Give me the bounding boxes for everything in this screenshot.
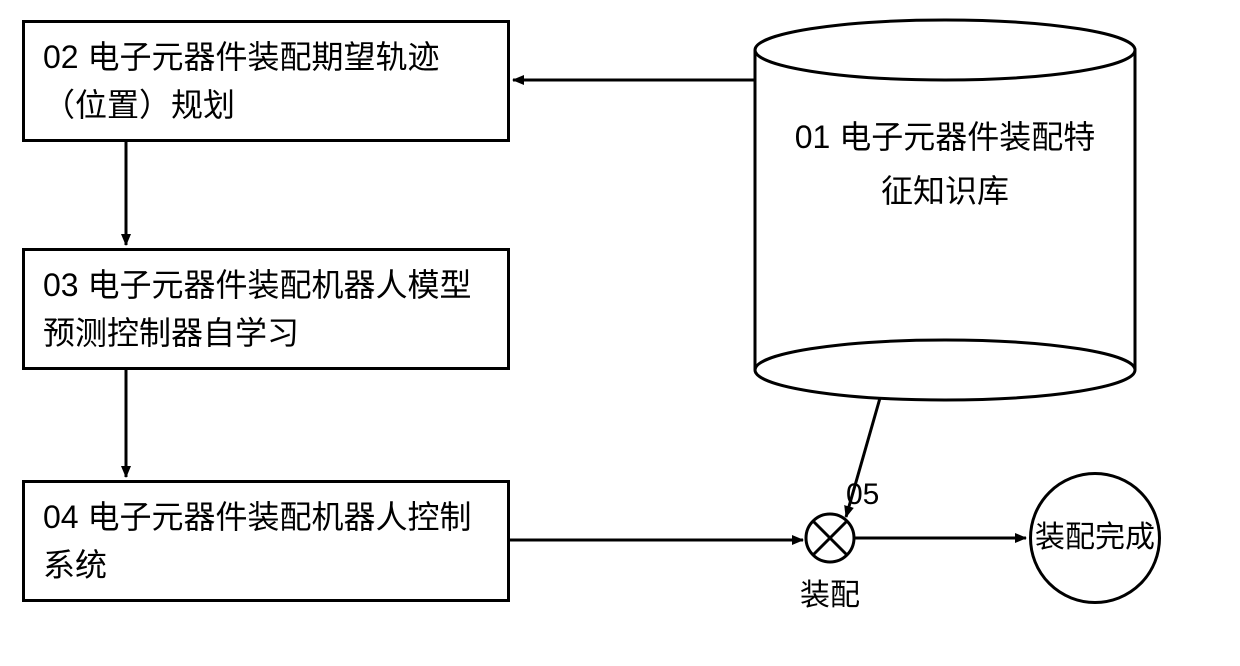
node-end-circle: 装配完成	[1029, 472, 1161, 604]
junction-05-label-bottom: 装配	[800, 570, 860, 614]
node-box-04-text: 04 电子元器件装配机器人控制系统	[43, 493, 489, 589]
node-junction-05	[806, 514, 854, 562]
node-box-03-text: 03 电子元器件装配机器人模型预测控制器自学习	[43, 261, 489, 357]
node-box-02: 02 电子元器件装配期望轨迹（位置）规划	[22, 20, 510, 142]
node-cylinder-01-text-wrap: 01 电子元器件装配特征知识库	[790, 110, 1100, 219]
node-cylinder-01-text: 01 电子元器件装配特征知识库	[795, 119, 1096, 209]
node-end-text: 装配完成	[1035, 517, 1155, 559]
node-box-02-text: 02 电子元器件装配期望轨迹（位置）规划	[43, 33, 489, 129]
node-box-04: 04 电子元器件装配机器人控制系统	[22, 480, 510, 602]
junction-05-label-top: 05	[846, 478, 879, 512]
node-box-03: 03 电子元器件装配机器人模型预测控制器自学习	[22, 248, 510, 370]
flowchart-canvas: 02 电子元器件装配期望轨迹（位置）规划 03 电子元器件装配机器人模型预测控制…	[0, 0, 1240, 666]
